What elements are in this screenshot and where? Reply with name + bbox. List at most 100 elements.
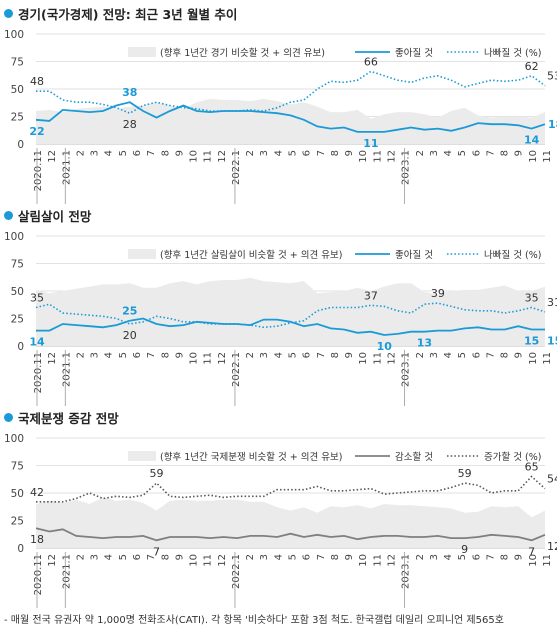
x-tick-label: 10	[528, 150, 539, 163]
x-tick-label: 8	[500, 554, 511, 560]
x-tick-label: 9	[174, 150, 185, 156]
data-label: 22	[29, 125, 44, 138]
x-tick-label: 7	[316, 352, 327, 358]
x-tick-label: 5	[118, 352, 129, 358]
x-tick-label: 9	[514, 554, 525, 560]
legend-band-swatch	[128, 451, 156, 461]
data-label: 37	[364, 289, 378, 302]
x-tick-label: 2	[75, 554, 86, 560]
data-label: 18	[30, 533, 44, 546]
x-tick-label: 8	[330, 554, 341, 560]
y-tick-label: 75	[11, 461, 24, 473]
x-tick-label: 3	[90, 554, 101, 560]
data-label: 10	[377, 340, 393, 353]
data-label: 11	[363, 137, 378, 150]
x-tick-label: 3	[259, 150, 270, 156]
x-tick-label: 11	[372, 352, 383, 365]
x-tick-label: 2	[415, 150, 426, 156]
x-tick-label: 12	[386, 150, 397, 163]
x-tick-label: 8	[500, 150, 511, 156]
x-tick-label: 4	[443, 150, 454, 156]
band-area	[36, 98, 545, 144]
x-tick-label: 12	[386, 352, 397, 365]
legend-dotted-label: 증가할 것 (%)	[484, 452, 541, 463]
data-label: 59	[458, 467, 472, 480]
x-tick-label: 2022.1	[231, 150, 242, 185]
x-tick-label: 2	[75, 150, 86, 156]
x-tick-label: 8	[500, 352, 511, 358]
y-tick-label: 25	[11, 516, 24, 528]
y-tick-label: 100	[4, 433, 24, 445]
x-tick-label: 11	[203, 150, 214, 163]
x-tick-label: 11	[203, 554, 214, 567]
x-tick-label: 5	[457, 352, 468, 358]
x-tick-label: 4	[443, 554, 454, 560]
legend-band-swatch	[128, 249, 156, 259]
x-tick-label: 7	[146, 352, 157, 358]
y-tick-label: 50	[11, 84, 24, 96]
x-tick-label: 7	[485, 150, 496, 156]
x-tick-label: 2	[75, 352, 86, 358]
data-label: 59	[150, 467, 164, 480]
x-tick-label: 7	[146, 554, 157, 560]
data-label: 53	[547, 70, 557, 83]
x-tick-label: 6	[471, 554, 482, 560]
x-tick-label: 10	[358, 352, 369, 365]
x-tick-label: 4	[273, 554, 284, 560]
x-tick-label: 12	[47, 352, 58, 365]
x-tick-label: 6	[302, 150, 313, 156]
legend-band-swatch	[128, 47, 156, 57]
x-tick-label: 2022.1	[231, 554, 242, 589]
band-area	[36, 497, 545, 548]
data-label: 28	[123, 118, 137, 131]
legend-band-label: (향후 1년간 국제분쟁 비슷할 것 + 의견 유보)	[160, 451, 342, 463]
y-tick-label: 75	[11, 57, 24, 69]
data-label: 65	[525, 461, 539, 474]
series-line	[35, 527, 546, 542]
data-label: 7	[528, 545, 535, 558]
x-tick-label: 5	[457, 150, 468, 156]
x-tick-label: 8	[160, 554, 171, 560]
x-tick-label: 5	[288, 150, 299, 156]
series-line	[36, 475, 546, 503]
y-tick-label: 50	[11, 286, 24, 298]
x-tick-label: 10	[528, 554, 539, 567]
data-label: 14	[524, 134, 540, 147]
x-tick-label: 7	[316, 150, 327, 156]
legend-solid-label: 좋아질 것	[395, 47, 433, 59]
legend-band-label: (향후 1년간 경기 비슷할 것 + 의견 유보)	[160, 47, 325, 59]
chart-title-text: 경기(국가경제) 전망: 최근 3년 월별 추이	[18, 7, 238, 22]
data-label: 15	[547, 335, 557, 348]
x-tick-label: 4	[273, 352, 284, 358]
x-tick-label: 3	[429, 352, 440, 358]
data-label: 35	[30, 292, 44, 305]
y-tick-label: 25	[11, 112, 24, 124]
y-tick-label: 100	[4, 231, 24, 243]
y-tick-label: 50	[11, 488, 24, 500]
x-tick-label: 7	[485, 352, 496, 358]
x-tick-label: 2021.1	[61, 352, 72, 387]
data-label: 39	[431, 287, 445, 300]
x-tick-label: 11	[372, 150, 383, 163]
legend-band-label: (향후 1년간 살림살이 비슷할 것 + 의견 유보)	[160, 249, 342, 261]
x-tick-label: 10	[358, 554, 369, 567]
x-tick-label: 9	[344, 352, 355, 358]
chart-title: 살림살이 전망	[4, 206, 91, 225]
data-label: 13	[417, 337, 432, 350]
x-tick-label: 2021.1	[61, 554, 72, 589]
x-tick-label: 2021.1	[61, 150, 72, 185]
x-tick-label: 8	[330, 150, 341, 156]
data-label: 38	[122, 86, 137, 99]
x-tick-label: 4	[104, 554, 115, 560]
x-tick-label: 9	[344, 554, 355, 560]
x-tick-label: 12	[217, 150, 228, 163]
y-tick-label: 0	[17, 543, 24, 555]
x-tick-label: 2	[245, 554, 256, 560]
x-tick-label: 9	[174, 352, 185, 358]
x-tick-label: 11	[542, 554, 553, 567]
x-tick-label: 7	[146, 150, 157, 156]
data-label: 31	[547, 296, 557, 309]
